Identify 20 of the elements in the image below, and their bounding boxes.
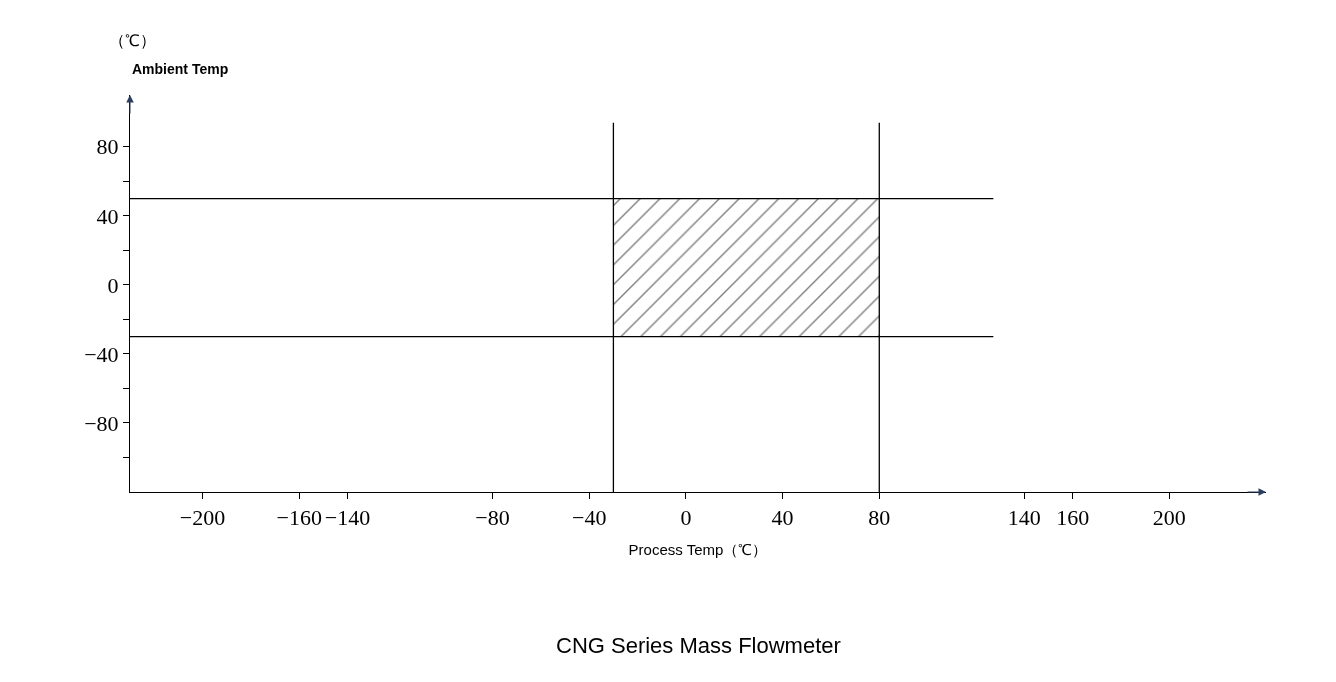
x-tick-label: −160	[276, 505, 322, 531]
y-tick-label: 40	[96, 203, 119, 229]
x-axis-title: Process Temp（℃）	[628, 541, 768, 559]
text: （℃）	[109, 32, 156, 49]
x-tick-label: −140	[324, 505, 371, 531]
x-tick-label: −200	[179, 505, 226, 531]
x-tick-label: 40	[771, 505, 794, 531]
text: CNG Series Mass Flowmeter	[556, 633, 841, 658]
x-tick-label: 80	[868, 505, 891, 531]
x-tick-label: −80	[475, 505, 510, 531]
y-tick-label: −40	[84, 341, 119, 367]
y-tick-label: −80	[84, 410, 119, 436]
x-tick-label: −40	[572, 505, 607, 531]
x-tick-label: 200	[1152, 505, 1186, 531]
y-tick-label: 80	[96, 134, 119, 160]
x-tick-label: 140	[1007, 505, 1041, 531]
y-axis-title: Ambient Temp	[132, 61, 229, 77]
y-tick-label: 0	[107, 272, 119, 298]
x-tick-label: 0	[680, 505, 692, 531]
x-tick-label: 160	[1056, 505, 1090, 531]
